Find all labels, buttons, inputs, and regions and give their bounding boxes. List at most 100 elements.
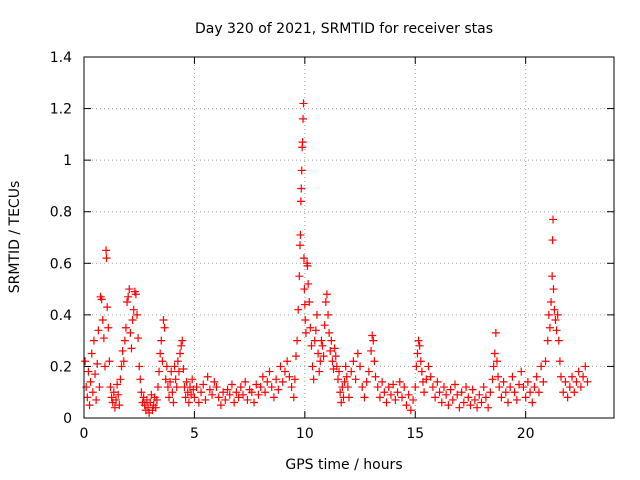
data-point [510,388,519,397]
data-point [137,388,146,397]
data-point [171,375,180,384]
data-point [451,380,459,389]
data-point [314,349,323,358]
data-point [541,357,550,366]
data-point [343,383,352,392]
data-point [550,305,559,314]
data-point [100,362,109,371]
data-point [563,393,572,402]
data-point [414,336,423,345]
data-point [371,372,380,381]
data-point [294,305,303,314]
data-point [263,377,272,386]
data-point [299,99,308,108]
data-point [295,272,304,281]
data-point [300,300,309,309]
data-point [274,385,283,394]
data-point [144,403,153,412]
data-point [94,326,103,335]
data-point [208,390,217,399]
data-point [549,285,558,294]
data-point [437,398,446,407]
data-point [404,390,413,399]
data-point [473,403,482,412]
plot-frame [83,56,615,419]
data-point [457,388,466,397]
data-point [455,403,464,412]
data-point [345,393,353,402]
data-point [104,323,113,332]
data-point [369,336,378,345]
data-point [98,316,107,325]
data-point [420,388,429,397]
data-point [551,316,560,325]
data-point [431,393,440,402]
data-point [459,398,468,407]
data-point [151,403,160,412]
data-point [340,377,349,386]
data-point [113,380,122,389]
data-point [160,323,169,332]
data-point [398,393,406,402]
data-point [320,321,329,330]
data-point [152,395,161,404]
data-point [326,346,335,355]
data-point [157,336,166,345]
data-point [88,388,97,397]
data-point [479,383,488,392]
data-point [92,395,101,404]
data-point [572,377,581,386]
data-point [126,328,135,337]
data-point [163,383,172,392]
data-point [210,377,219,386]
data-point [272,375,281,384]
data-point [247,388,256,397]
data-point [91,370,100,379]
data-point [416,357,425,366]
data-point [299,254,308,263]
data-point [544,310,553,319]
data-point [321,297,330,306]
data-point [534,388,543,397]
data-point [125,285,134,294]
data-point [393,388,402,397]
data-point [173,357,182,366]
data-point [391,395,400,404]
y-tick-label: 0.6 [50,256,72,272]
chart-title: Day 320 of 2021, SRMTID for receiver sta… [195,21,493,37]
data-point [179,365,188,374]
data-point [475,390,484,399]
data-point [197,388,206,397]
data-point [290,375,299,384]
data-point [561,377,570,386]
data-points [81,99,592,417]
data-point [526,388,535,397]
data-point [515,380,524,389]
data-point [545,323,554,332]
data-point [192,383,201,392]
data-point [205,385,214,394]
data-point [413,349,422,358]
data-point [316,357,325,366]
data-point [442,390,451,399]
data-point [331,352,340,361]
data-point [110,403,119,412]
data-point [99,334,108,343]
data-point [347,367,356,376]
data-point [114,390,123,399]
y-tick-label: 0.8 [50,205,72,221]
data-point [325,328,334,337]
data-point [466,401,475,410]
data-point [89,336,98,345]
data-point [128,316,137,325]
data-point [241,377,250,386]
data-point [298,138,307,147]
data-point [353,349,362,358]
data-point [301,316,310,325]
data-point [411,383,420,392]
data-point [106,383,115,392]
data-point [84,367,93,376]
data-point [481,393,490,402]
data-point [424,362,433,371]
data-point [446,385,455,394]
